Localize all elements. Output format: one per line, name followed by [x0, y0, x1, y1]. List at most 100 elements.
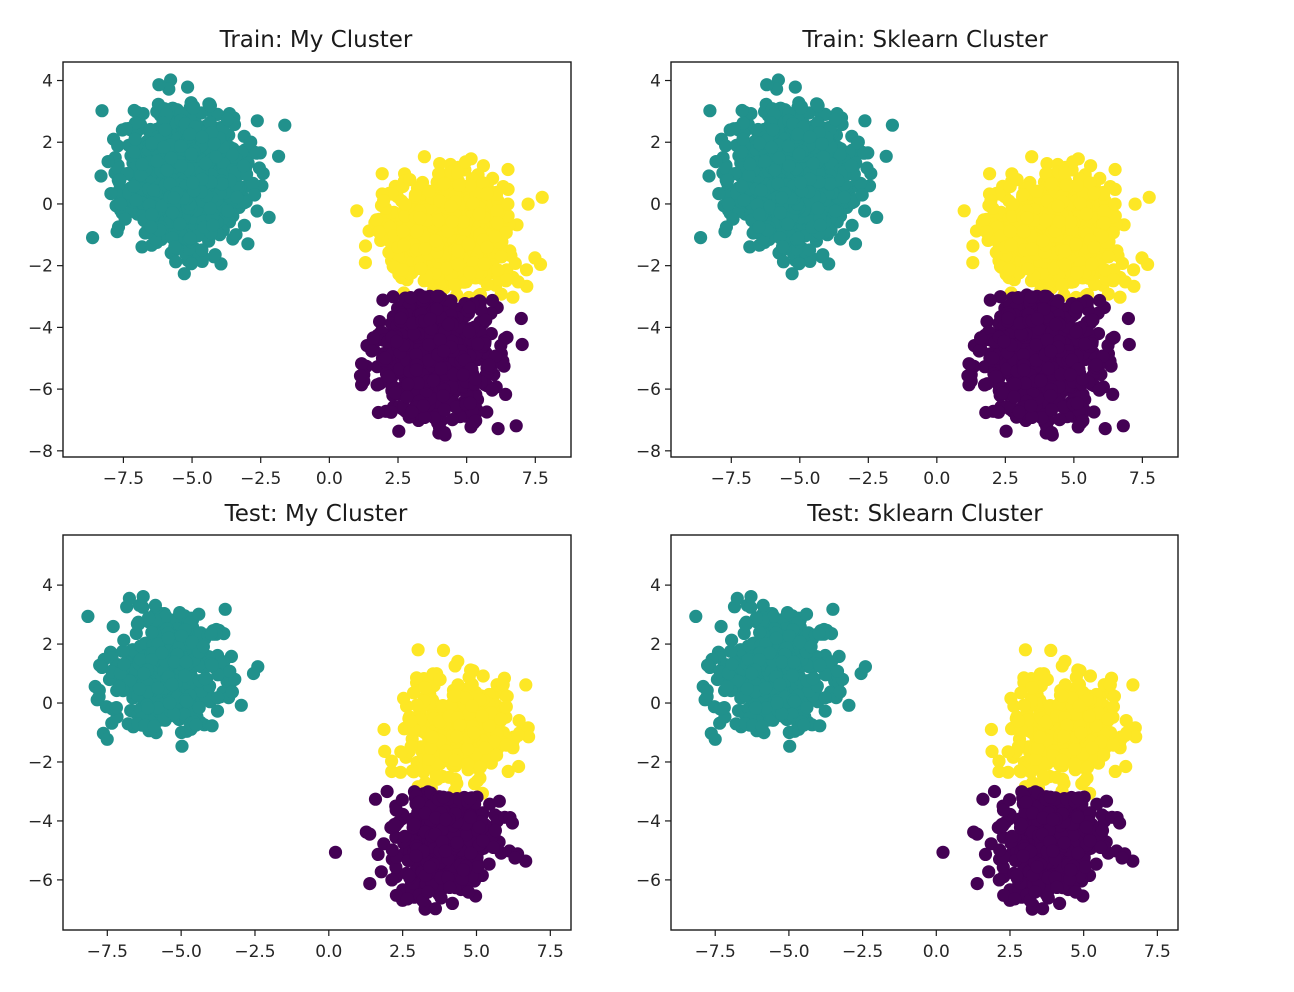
scatter-point-purple — [417, 290, 431, 304]
scatter-point-yellow — [519, 263, 534, 277]
scatter-point-teal — [186, 101, 200, 115]
scatter-point-yellow — [1016, 188, 1030, 202]
scatter-point-yellow — [494, 250, 508, 264]
scatter-point-teal — [792, 147, 806, 161]
scatter-point-yellow — [488, 229, 502, 244]
scatter-point-purple — [392, 424, 406, 438]
scatter-point-teal — [183, 127, 197, 141]
scatter-point-teal — [760, 78, 774, 92]
scatter-point-yellow — [1020, 211, 1034, 225]
scatter-point-purple — [373, 315, 387, 329]
scatter-point-teal — [167, 191, 181, 205]
scatter-point-yellow — [1066, 155, 1080, 169]
scatter-point-teal — [173, 217, 187, 231]
scatter-point-teal — [726, 212, 740, 226]
scatter-point-yellow — [1039, 213, 1053, 228]
scatter-point-teal — [174, 159, 188, 173]
scatter-point-teal — [174, 139, 188, 153]
scatter-point-purple — [485, 293, 499, 308]
scatter-point-purple — [509, 419, 523, 433]
scatter-point-teal — [135, 157, 149, 171]
scatter-point-purple — [353, 369, 368, 383]
scatter-point-yellow — [403, 173, 417, 187]
scatter-point-purple — [497, 359, 511, 373]
scatter-point-teal — [152, 78, 166, 92]
scatter-point-purple — [445, 413, 459, 427]
x-tick-label: 7.5 — [522, 469, 549, 489]
scatter-point-teal — [816, 150, 831, 164]
scatter-point-purple — [404, 291, 418, 305]
scatter-point-yellow — [1010, 173, 1024, 187]
scatter-point-teal — [773, 206, 787, 220]
scatter-point-teal — [195, 243, 209, 257]
scatter-point-purple — [370, 378, 384, 392]
scatter-point-teal — [252, 161, 266, 175]
scatter-point-yellow — [1017, 224, 1031, 239]
scatter-point-teal — [250, 204, 264, 218]
scatter-point-teal — [709, 155, 723, 169]
scatter-point-yellow — [1055, 278, 1069, 292]
scatter-point-purple — [468, 372, 482, 386]
scatter-point-yellow — [1083, 176, 1097, 190]
scatter-point-purple — [480, 405, 494, 419]
scatter-point-teal — [766, 123, 780, 137]
scatter-point-yellow — [1097, 187, 1111, 201]
scatter-point-teal — [694, 231, 708, 245]
scatter-point-teal — [150, 154, 164, 168]
scatter-point-teal — [203, 116, 217, 130]
scatter-point-teal — [734, 145, 749, 159]
scatter-point-teal — [721, 173, 735, 187]
scatter-point-yellow — [1085, 257, 1099, 271]
scatter-point-purple — [382, 369, 396, 384]
scatter-point-purple — [479, 313, 493, 327]
scatter-point-teal — [248, 188, 262, 202]
scatter-point-yellow — [1108, 162, 1122, 177]
scatter-point-purple — [394, 311, 408, 325]
scatter-point-yellow — [451, 258, 465, 272]
scatter-point-purple — [446, 367, 461, 382]
scatter-point-teal — [184, 257, 198, 271]
scatter-point-yellow — [451, 166, 465, 181]
scatter-point-yellow — [1097, 204, 1111, 218]
scatter-point-yellow — [1040, 157, 1054, 171]
scatter-point-teal — [792, 257, 806, 271]
scatter-point-purple — [437, 426, 451, 440]
scatter-point-yellow — [476, 159, 490, 173]
scatter-point-teal — [837, 228, 851, 242]
scatter-point-purple — [441, 317, 455, 332]
scatter-point-purple — [500, 330, 514, 344]
scatter-point-yellow — [511, 275, 525, 289]
scatter-point-teal — [101, 155, 115, 169]
scatter-point-teal — [249, 146, 263, 160]
y-tick-label: 2 — [42, 133, 53, 153]
scatter-point-yellow — [413, 211, 427, 225]
scatter-point-yellow — [977, 213, 991, 227]
scatter-point-yellow — [1127, 263, 1141, 277]
scatter-point-yellow — [980, 225, 994, 239]
scatter-point-teal — [262, 210, 276, 224]
y-tick-label: 0 — [42, 195, 53, 215]
scatter-point-teal — [86, 231, 100, 245]
scatter-point-teal — [104, 187, 118, 201]
scatter-point-teal — [209, 150, 223, 164]
subplot-train-sklearn-cluster: Train: Sklearn Cluster −7.5 −5.0 −2.5 0.0 2.… — [636, 27, 1179, 489]
scatter-point-yellow — [429, 234, 443, 248]
scatter-point-yellow — [1069, 237, 1083, 251]
scatter-point-teal — [806, 156, 820, 171]
scatter-point-yellow — [1084, 159, 1098, 173]
scatter-point-teal — [815, 137, 829, 151]
scatter-point-yellow — [452, 178, 466, 192]
scatter-point-yellow — [372, 225, 386, 239]
scatter-point-purple — [434, 361, 448, 376]
scatter-point-yellow — [966, 239, 980, 253]
scatter-point-teal — [828, 204, 843, 218]
scatter-point-yellow — [506, 290, 520, 304]
scatter-point-teal — [157, 140, 171, 154]
scatter-point-teal — [837, 190, 852, 204]
scatter-point-teal — [735, 103, 749, 118]
scatter-point-purple — [437, 344, 451, 358]
scatter-point-yellow — [440, 261, 454, 276]
scatter-point-purple — [386, 290, 400, 304]
scatter-point-yellow — [433, 157, 447, 171]
scatter-point-teal — [735, 179, 749, 193]
